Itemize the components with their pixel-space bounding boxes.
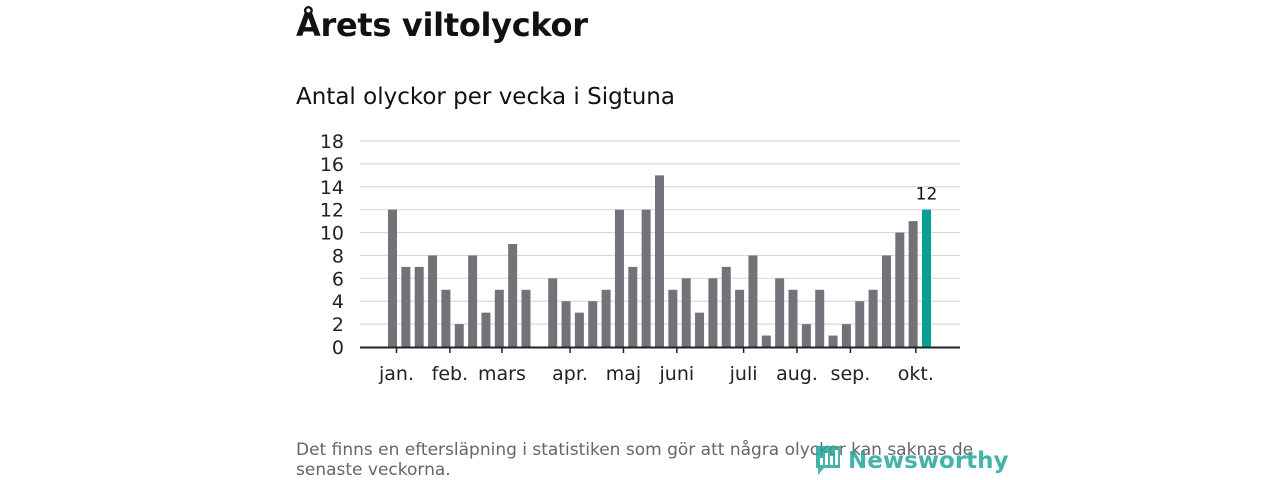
bar (815, 289, 825, 347)
x-tick-label: feb. (432, 363, 468, 385)
bar (655, 175, 664, 347)
x-tick-label: sep. (831, 363, 871, 385)
bar (841, 324, 851, 347)
bar (614, 209, 624, 347)
y-tick-label: 10 (320, 223, 344, 245)
y-tick-label: 18 (320, 131, 344, 153)
y-tick-label: 14 (320, 177, 344, 199)
bar (388, 209, 397, 347)
bar (628, 266, 638, 347)
bar (588, 301, 598, 347)
x-tick-label: apr. (552, 363, 588, 385)
bar (775, 278, 785, 347)
data-label: 12 (916, 185, 938, 205)
bar (561, 301, 571, 347)
bar (454, 324, 464, 347)
x-tick-label: juli (729, 363, 758, 385)
bar (721, 266, 731, 347)
bar (855, 301, 865, 347)
bar (908, 221, 918, 347)
bar (548, 278, 558, 347)
footnote: Det finns en eftersläpning i statistiken… (296, 440, 974, 480)
x-tick-label: maj (606, 363, 641, 385)
bar (788, 289, 798, 347)
bar (881, 255, 891, 347)
y-tick-label: 4 (332, 291, 344, 313)
x-tick-label: aug. (776, 363, 818, 385)
bar (895, 232, 905, 347)
bar (574, 312, 584, 347)
bar (441, 289, 451, 347)
bar (695, 312, 705, 347)
x-tick-label: okt. (898, 363, 934, 385)
bar (681, 278, 691, 347)
y-tick-label: 6 (332, 268, 344, 290)
bar (481, 312, 491, 347)
chart-title: Årets viltolyckor (296, 6, 588, 44)
chart-subtitle: Antal olyckor per vecka i Sigtuna (296, 84, 675, 110)
bar (401, 266, 411, 347)
bar (735, 289, 745, 347)
bar (494, 289, 504, 347)
bar (801, 324, 811, 347)
bar (761, 335, 771, 347)
bar (521, 289, 531, 347)
y-tick-label: 16 (320, 154, 344, 176)
y-tick-label: 0 (332, 337, 344, 359)
bar (828, 335, 838, 347)
y-tick-label: 2 (332, 314, 344, 336)
newsworthy-logo-icon (816, 446, 840, 475)
bar (868, 289, 878, 347)
bar (428, 255, 438, 347)
bar (748, 255, 758, 347)
bar (601, 289, 611, 347)
bar (414, 266, 424, 347)
bar (641, 209, 651, 347)
bar-highlight (922, 209, 931, 347)
y-tick-label: 8 (332, 245, 344, 267)
y-tick-label: 12 (320, 200, 344, 222)
x-tick-label: juni (659, 363, 695, 385)
newsworthy-logo: Newsworthy (814, 444, 1009, 478)
newsworthy-logo-text: Newsworthy (848, 448, 1009, 474)
bar (668, 289, 678, 347)
bar (468, 255, 478, 347)
bar (708, 278, 718, 347)
x-tick-label: mars (478, 363, 526, 385)
bar (508, 244, 518, 347)
x-tick-label: jan. (378, 363, 414, 385)
